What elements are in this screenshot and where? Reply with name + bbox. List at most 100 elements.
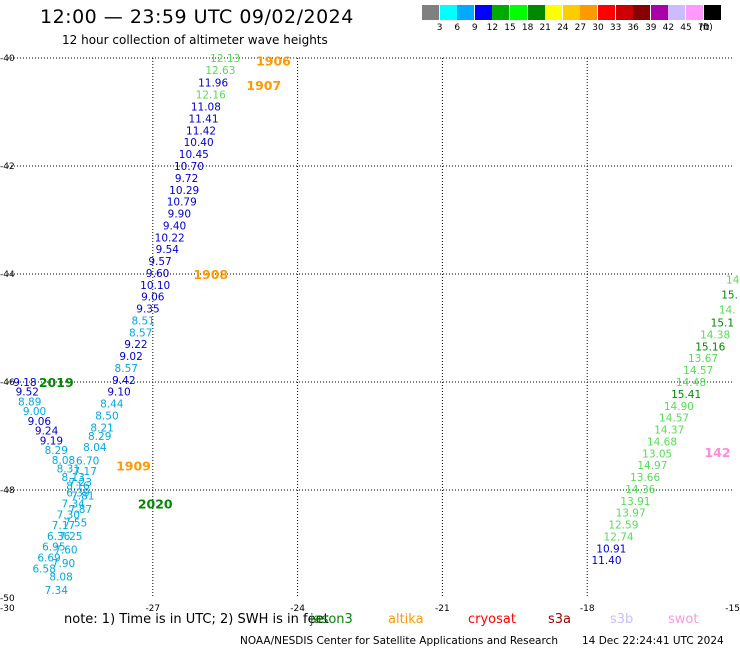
satellite-cryosat: cryosat <box>468 612 516 627</box>
lat-tick-label: -42 <box>0 162 15 172</box>
lat-tick-label: -48 <box>0 486 15 496</box>
wave-height-value: 8.57 <box>129 327 152 339</box>
legend-swatch <box>510 5 528 20</box>
lat-tick-label: -50 <box>0 594 15 604</box>
wave-height-value: 14.97 <box>637 460 667 472</box>
wave-height-value: 11.41 <box>188 113 218 125</box>
lon-tick-label: -18 <box>580 604 595 614</box>
legend-swatch <box>545 5 564 20</box>
wave-height-value: 12.74 <box>604 531 634 543</box>
wave-height-value: 8.21 <box>90 422 113 434</box>
wave-height-value: 9.72 <box>175 173 198 185</box>
footer-organization: NOAA/NESDIS Center for Satellite Applica… <box>240 635 558 647</box>
wave-height-value: 8.04 <box>83 442 107 454</box>
wave-height-value: 10.91 <box>596 543 626 555</box>
wave-height-value: 9.02 <box>119 351 142 363</box>
legend-swatch <box>457 5 476 20</box>
wave-height-value: 14. <box>726 274 740 286</box>
wave-height-value: 10.10 <box>140 280 170 292</box>
wave-height-value: 12.16 <box>196 90 226 102</box>
legend-label: 36 <box>627 23 639 33</box>
wave-height-value: 6.95 <box>42 542 65 554</box>
wave-height-value: 10.40 <box>184 137 214 149</box>
wave-height-value: 8.08 <box>49 571 72 583</box>
legend-swatch <box>562 5 581 20</box>
wave-height-value: 9.18 <box>13 377 36 389</box>
pass-label: 1909 <box>116 459 151 474</box>
wave-height-value: 8.29 <box>88 431 111 443</box>
wave-height-value: 9.35 <box>136 304 159 316</box>
legend-label: 33 <box>609 23 622 33</box>
legend-swatch <box>633 5 652 20</box>
wave-height-value: 9.40 <box>163 220 186 232</box>
lon-tick-label: -15 <box>725 604 740 614</box>
wave-height-value: 11.40 <box>591 555 621 567</box>
axis-ticks: -30 -27 -24 -21 -18 -15 -40 -42 -44 -46 -48 -50 <box>0 54 740 614</box>
lon-tick-label: -21 <box>435 604 450 614</box>
wave-height-value: 14.90 <box>664 401 694 413</box>
legend-label: 6 <box>454 23 461 33</box>
wave-height-value: 7.34 <box>45 585 69 597</box>
legend-swatch <box>650 5 669 20</box>
legend-swatch <box>527 5 546 20</box>
wave-height-value: 10.22 <box>155 232 185 244</box>
wave-height-value: 13.91 <box>620 496 650 508</box>
legend-label: 9 <box>471 23 478 33</box>
wave-height-value: 9.06 <box>141 292 165 304</box>
legend-swatch <box>492 5 511 20</box>
legend-swatch <box>422 5 440 20</box>
legend-label: 70 <box>697 23 710 33</box>
wave-height-value: 6.36 <box>47 531 71 543</box>
wave-height-value: 9.24 <box>35 426 59 438</box>
wave-height-value: 12.59 <box>608 520 638 532</box>
legend-swatch <box>439 5 458 20</box>
wave-height-value: 8.08 <box>52 455 75 467</box>
satellite-jason3: jason3 <box>310 612 353 627</box>
wave-height-value: 13.97 <box>616 508 646 520</box>
wave-height-value: 9.54 <box>156 244 180 256</box>
pass-label: 1907 <box>246 78 281 93</box>
wave-height-value: 8.16 <box>66 481 90 493</box>
wave-height-value: 7.25 <box>59 531 82 543</box>
wave-height-value: 9.00 <box>23 406 46 418</box>
satellite-swot: swot <box>668 612 699 627</box>
satellite-s3b: s3b <box>610 612 634 627</box>
wave-height-value: 10.29 <box>169 185 199 197</box>
wave-height-value: 14.38 <box>700 329 730 341</box>
wave-height-value: 8.13 <box>61 472 84 484</box>
wave-height-value: 9.06 <box>28 416 52 428</box>
page-subtitle: 12 hour collection of altimeter wave hei… <box>62 33 328 47</box>
wave-height-value: 7.90 <box>52 558 75 570</box>
wave-height-value: 10.45 <box>179 149 209 161</box>
wave-height-value: 11.08 <box>191 102 221 114</box>
legend-label: 30 <box>592 23 604 33</box>
legend-label: 24 <box>557 23 569 33</box>
wave-height-value: 10.70 <box>174 161 204 173</box>
legend-label: 45 <box>680 23 692 33</box>
wave-height-value: 8.29 <box>45 445 68 457</box>
wave-height-value: 13.66 <box>630 472 660 484</box>
wave-height-value: 9.60 <box>146 268 169 280</box>
legend-swatch <box>615 5 634 20</box>
lat-tick-label: -40 <box>0 54 15 64</box>
wave-height-value: 14.57 <box>683 365 713 377</box>
wave-height-value: 7.60 <box>54 544 77 556</box>
wave-height-value: 7.87 <box>69 504 92 516</box>
pass-label: 1906 <box>256 54 291 69</box>
pass-label: 2019 <box>39 375 74 390</box>
legend-label: 42 <box>662 23 675 33</box>
legend-label: 12 <box>486 23 499 33</box>
satellite-s3a: s3a <box>548 612 572 627</box>
wave-height-value: 14.68 <box>647 436 677 448</box>
wave-height-value: 9.22 <box>124 339 147 351</box>
wave-height-value: 11.96 <box>198 77 228 89</box>
wave-height-value: 12.13 <box>210 53 240 65</box>
wave-height-value: 15.16 <box>695 341 725 353</box>
wave-height-value: 14.57 <box>659 413 689 425</box>
wave-height-value: 14.48 <box>676 377 706 389</box>
pass-labels: 1906 1907 1908 2019 1909 2020 142 <box>39 54 731 512</box>
wave-height-value: 7.17 <box>52 520 75 532</box>
wave-height-value: 9.19 <box>40 435 63 447</box>
wave-height-value: 14. <box>719 305 736 317</box>
